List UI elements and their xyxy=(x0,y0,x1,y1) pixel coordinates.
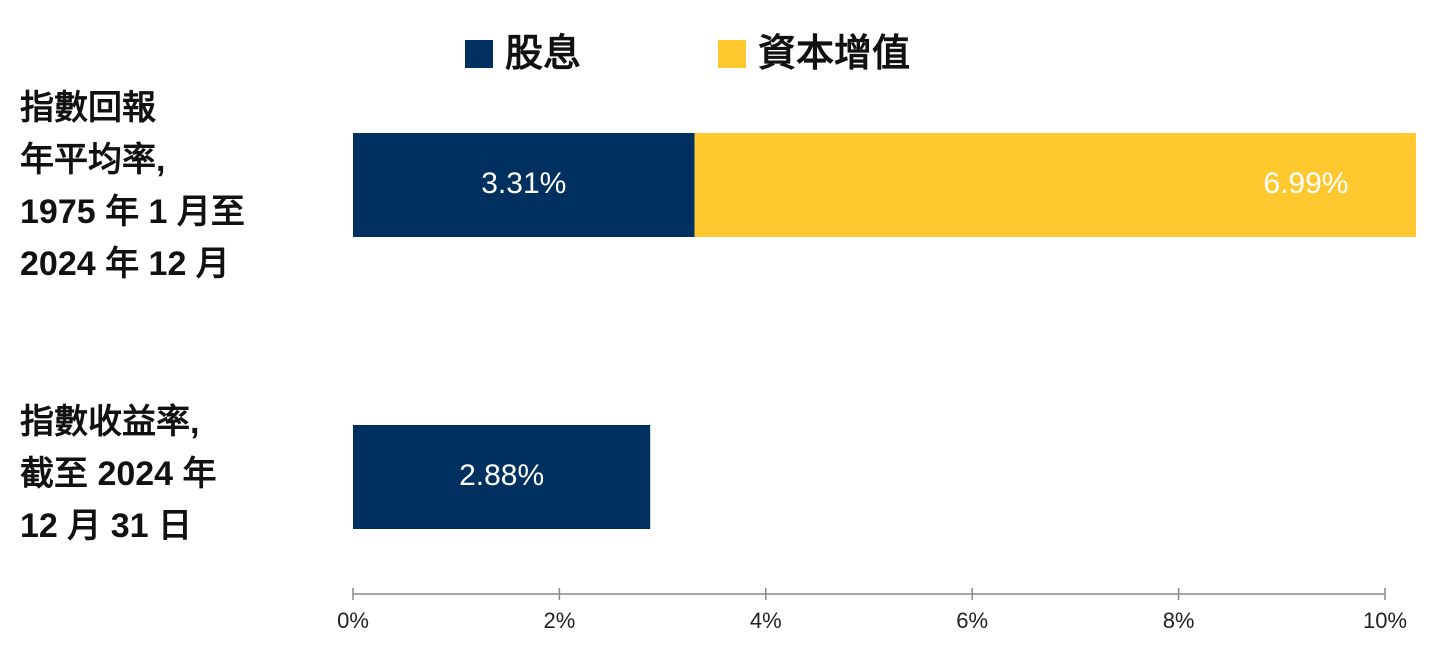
legend-label: 資本增值 xyxy=(758,33,910,75)
bar xyxy=(353,425,651,529)
x-tick-label: 2% xyxy=(544,608,576,633)
data-label: 6.99% xyxy=(1263,167,1348,200)
x-tick-label: 0% xyxy=(337,608,369,633)
x-tick-label: 10% xyxy=(1363,608,1407,633)
x-tick-label: 4% xyxy=(750,608,782,633)
legend-label: 股息 xyxy=(505,33,581,75)
data-label: 2.88% xyxy=(459,459,544,492)
x-tick-label: 6% xyxy=(956,608,988,633)
data-label: 3.31% xyxy=(481,167,566,200)
x-tick-label: 8% xyxy=(1163,608,1195,633)
category-label: 指數收益率, 截至 2024 年 12 月 31 日 xyxy=(20,403,217,545)
bar xyxy=(353,133,695,237)
legend-swatch xyxy=(718,40,746,68)
bar xyxy=(694,133,1416,237)
category-label: 指數回報 年平均率, 1975 年 1 月至 2024 年 12 月 xyxy=(20,89,245,283)
legend-swatch xyxy=(465,40,493,68)
